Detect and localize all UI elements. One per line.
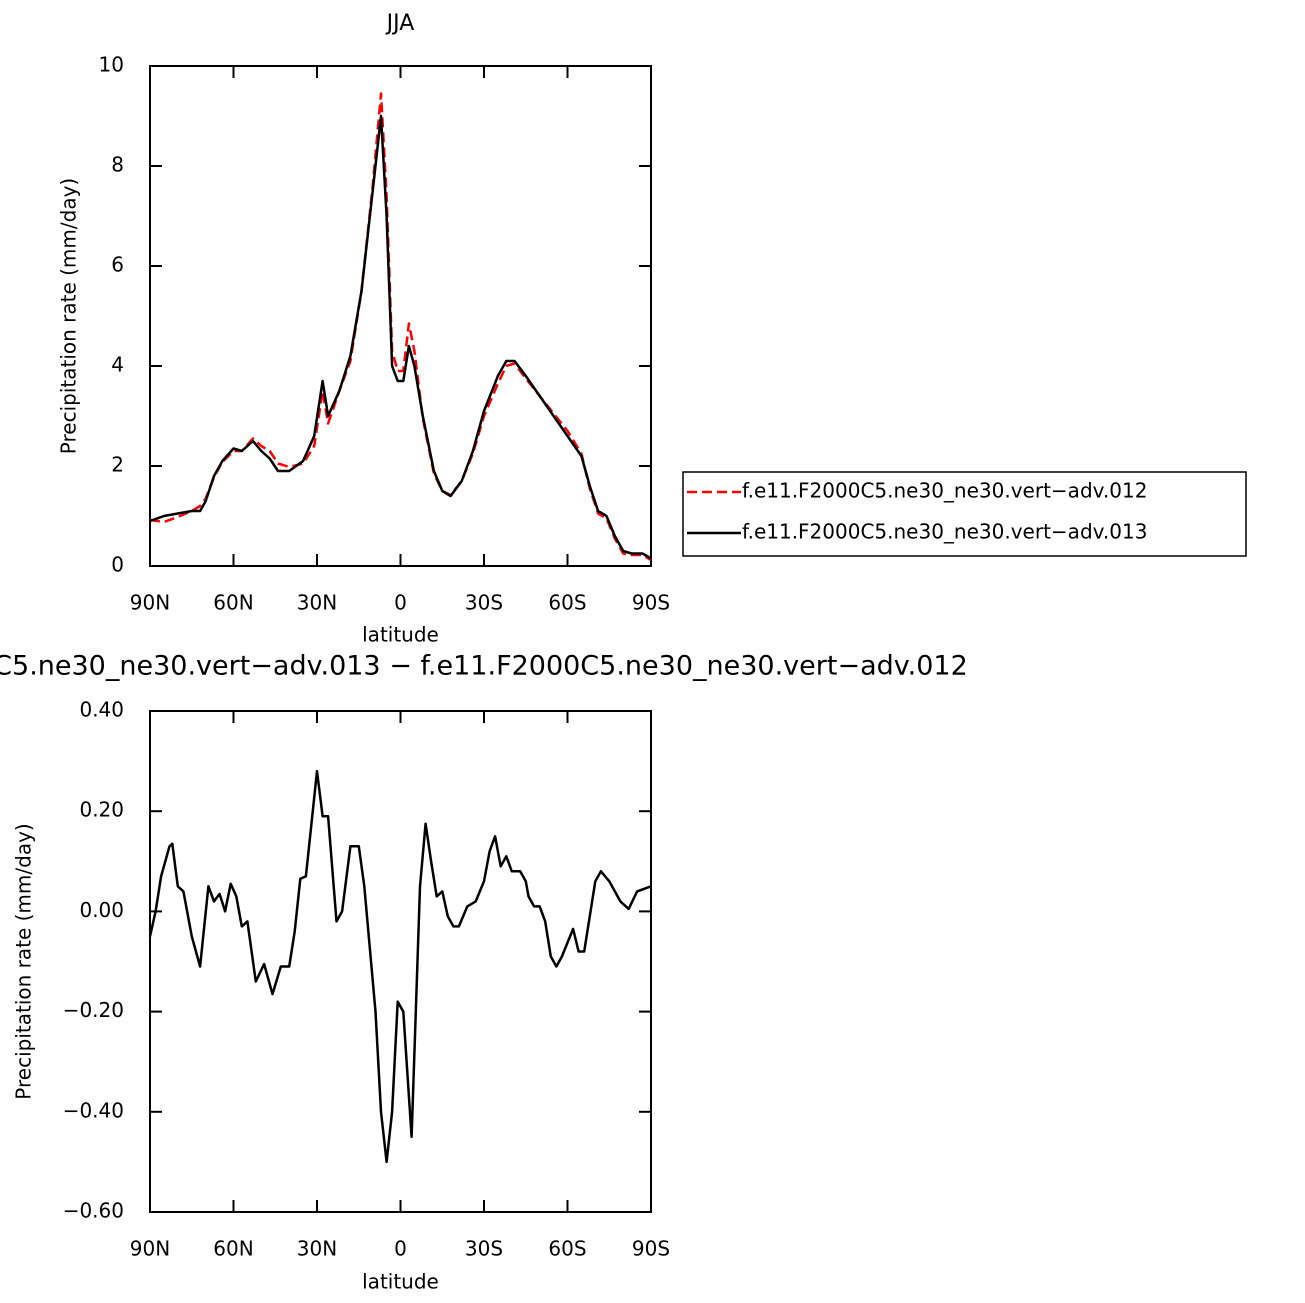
data-line xyxy=(148,769,652,1164)
y-tick-label: 0 xyxy=(111,553,124,577)
y-axis-label: Precipitation rate (mm/day) xyxy=(57,178,81,454)
chart-title: f.e11.F2000C5.ne30_ne30.vert−adv.013 − f… xyxy=(0,651,968,682)
x-tick-label: 60S xyxy=(548,591,586,615)
x-tick-label: 30S xyxy=(465,591,503,615)
data-line xyxy=(149,92,652,562)
y-tick-label: −0.40 xyxy=(63,1098,124,1122)
plot-frame xyxy=(149,710,652,1213)
y-tick-label: 10 xyxy=(99,53,124,77)
x-tick-label: 30N xyxy=(297,1237,337,1261)
plot-frame xyxy=(149,65,652,567)
x-tick-label: 90N xyxy=(130,1237,170,1261)
x-tick-label: 30N xyxy=(297,591,337,615)
legend-box xyxy=(682,471,1247,557)
y-tick-label: 0.00 xyxy=(79,898,124,922)
x-tick-label: 30S xyxy=(465,1237,503,1261)
y-tick-label: 0.20 xyxy=(79,798,124,822)
x-tick-label: 0 xyxy=(394,1237,407,1261)
x-tick-label: 0 xyxy=(394,591,407,615)
x-tick-label: 60S xyxy=(548,1237,586,1261)
chart-title: JJA xyxy=(385,11,415,36)
y-tick-label: −0.60 xyxy=(63,1199,124,1223)
x-tick-label: 60N xyxy=(213,591,253,615)
legend-label: f.e11.F2000C5.ne30_ne30.vert−adv.012 xyxy=(742,479,1147,503)
legend-label: f.e11.F2000C5.ne30_ne30.vert−adv.013 xyxy=(742,520,1147,544)
y-tick-label: 8 xyxy=(111,153,124,177)
x-axis-label: latitude xyxy=(362,623,439,647)
y-tick-label: 0.40 xyxy=(79,698,124,722)
y-tick-label: 6 xyxy=(111,253,124,277)
y-tick-label: −0.20 xyxy=(63,998,124,1022)
x-tick-label: 90N xyxy=(130,591,170,615)
data-line xyxy=(149,114,652,560)
y-axis-label: Precipitation rate (mm/day) xyxy=(12,823,36,1099)
x-axis-label: latitude xyxy=(362,1270,439,1294)
x-tick-label: 60N xyxy=(213,1237,253,1261)
y-tick-label: 4 xyxy=(111,353,124,377)
x-tick-label: 90S xyxy=(632,591,670,615)
y-tick-label: 2 xyxy=(111,453,124,477)
x-tick-label: 90S xyxy=(632,1237,670,1261)
